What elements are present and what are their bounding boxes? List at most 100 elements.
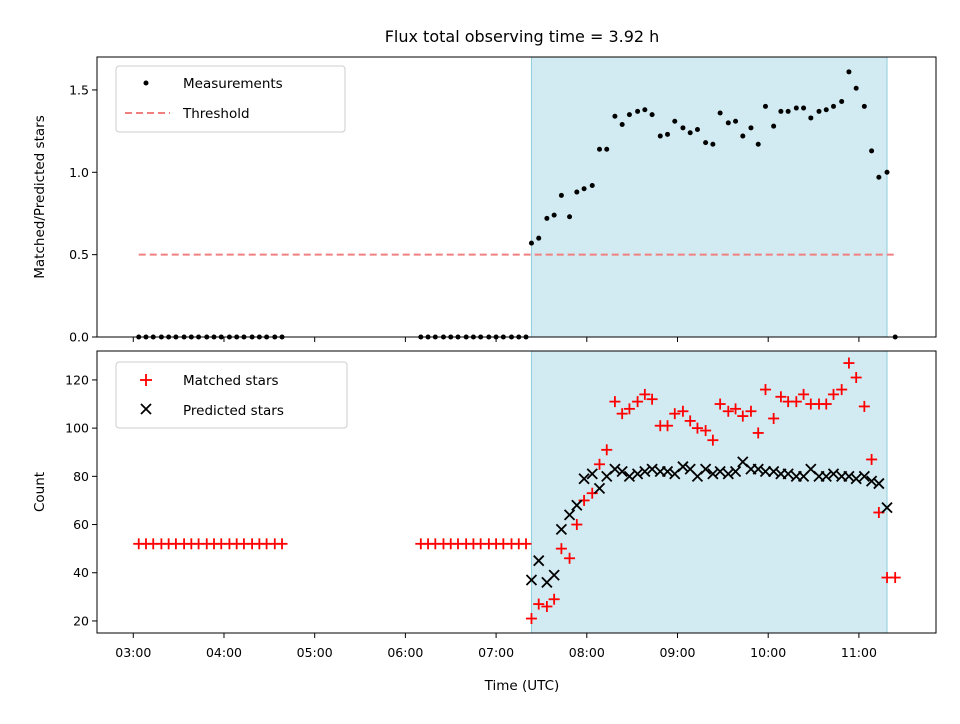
matched-star-point [820,398,832,410]
x-tick-label: 11:00 [841,645,877,660]
matched-star-point [836,384,848,396]
top-legend: Measurements Threshold [115,65,346,133]
y-tick-label: 80 [73,469,89,484]
top-axes-frame [96,56,937,338]
matched-star-point [730,403,742,415]
y-tick-label: 100 [65,421,89,436]
matched-star-point [700,425,712,437]
measurement-point [755,141,761,147]
measurement-point [853,85,859,91]
predicted-star-point [768,465,780,478]
predicted-star-point [858,470,870,482]
legend-label-measurements: Measurements [183,76,283,92]
matched-star-point [632,396,644,408]
measurement-point [861,103,867,109]
predicted-star-point [555,523,568,535]
predicted-star-point [873,477,885,490]
bottom-legend: Matched stars Predicted stars [115,361,348,429]
predicted-star-point [714,465,726,478]
measurement-point [672,118,678,124]
measurement-point [839,98,845,104]
measurement-point [665,131,671,137]
predicted-star-point [677,461,689,473]
measurement-point [876,174,882,180]
x-axis-label: Time (UTC) [484,678,560,694]
predicted-star-point [881,502,893,514]
matched-star-point [798,388,810,400]
y-tick-label: 1.0 [69,165,89,180]
bottom-y-ticks: 20 40 60 80 100 120 [65,372,97,628]
predicted-stars-points [525,456,893,589]
matched-star-point [571,519,583,531]
matched-star-point [768,412,780,424]
measurement-point [596,146,602,152]
matched-star-point [276,538,288,550]
measurement-point [823,107,829,113]
matched-star-point [555,543,567,555]
measurement-point [884,169,890,175]
measurement-point [642,107,648,113]
measurement-point [680,125,686,131]
y-tick-label: 1.5 [69,82,89,97]
measurement-point [558,192,564,198]
y-tick-label: 60 [73,517,89,532]
top-legend-box [115,65,346,133]
measurement-point [778,108,784,114]
measurement-point [748,125,754,131]
matched-star-point [866,453,878,465]
matched-star-point [759,384,771,396]
bottom-x-ticks: 03:00 04:00 05:00 06:00 07:00 08:00 09:00 10:00… [115,633,877,660]
legend-label-predicted: Predicted stars [183,403,284,419]
y-tick-label: 0.0 [69,330,89,345]
matched-star-point [623,403,635,415]
legend-marker-measurements [143,80,149,86]
measurement-point [687,130,693,136]
measurement-point [574,189,580,195]
x-tick-label: 08:00 [569,645,605,660]
matched-stars-points [133,357,901,625]
x-tick-label: 07:00 [478,645,514,660]
measurement-point [536,235,542,241]
matched-star-point [722,405,734,417]
bottom-legend-box [115,361,348,429]
top-x-ticks [132,337,860,342]
measurement-point [717,110,723,116]
predicted-star-point [820,470,832,482]
matched-star-point [609,396,621,408]
bottom-shaded-span [530,350,888,634]
measurement-point [762,103,768,109]
matched-star-point [707,434,719,446]
y-tick-label: 0.5 [69,247,89,262]
predicted-star-point [548,569,560,581]
predicted-star-point [759,465,772,478]
measurement-point [710,141,716,147]
y-tick-label: 20 [73,613,89,628]
x-tick-label: 04:00 [206,645,242,660]
matched-star-point [790,396,802,408]
legend-marker-matched [140,374,152,386]
measurement-point [612,113,618,119]
matched-star-point [850,372,862,384]
measurement-point [626,112,632,118]
matched-star-point [843,357,855,369]
measurement-point [831,103,837,109]
measurement-point [740,133,746,139]
measurement-point [544,215,550,221]
measurement-point [619,122,625,128]
bottom-y-axis-label: Count [32,472,48,512]
legend-label-matched: Matched stars [183,373,279,389]
x-tick-label: 09:00 [659,645,695,660]
bottom-axes-frame [96,350,937,634]
measurement-point [733,118,739,124]
predicted-star-point [850,473,862,485]
measurement-point [528,240,534,246]
measurement-point [694,126,700,132]
predicted-star-point [563,509,576,521]
measurement-point [793,105,799,111]
matched-star-point [752,427,764,439]
matched-star-point [684,415,696,427]
measurement-point [785,108,791,114]
legend-marker-predicted [140,403,152,415]
measurement-point [589,182,595,188]
